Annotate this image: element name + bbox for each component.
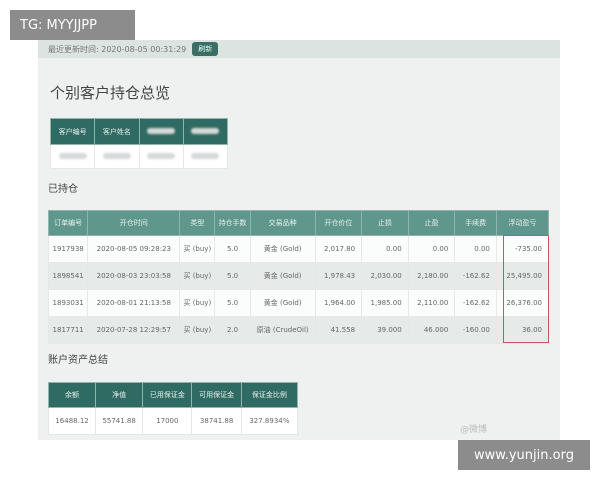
col-header: 余额 <box>47 382 97 408</box>
col-header: 客户姓名 <box>94 118 140 145</box>
table-cell: 2.0 <box>214 316 251 344</box>
col-header: 客户编号 <box>49 118 96 145</box>
col-header: 订单编号 <box>47 210 89 236</box>
table-cell: 买 (buy) <box>179 235 216 263</box>
table-cell: -735.00 <box>495 235 550 263</box>
blurred-cell <box>182 144 229 169</box>
col-header: 开仓时间 <box>87 210 181 236</box>
col-header: 类型 <box>179 210 216 236</box>
col-header: 已用保证金 <box>142 382 193 408</box>
col-header: 浮动盈亏 <box>495 210 550 236</box>
table-row[interactable]: 1898541 2020-08-03 23:03:58 买 (buy) 5.0 黄金 (… <box>47 262 550 290</box>
table-cell: 黄金 (Gold) <box>249 289 316 317</box>
table-cell: 1917938 <box>47 235 89 263</box>
table-cell: 2020-07-28 12:29:57 <box>87 316 181 344</box>
table-cell: 1898541 <box>47 262 89 290</box>
account-value: 38741.88 <box>191 407 242 435</box>
positions-table: 订单编号 开仓时间 类型 持仓手数 交易品种 开仓价位 止损 止盈 手续费 浮动盈亏 1917938… <box>47 210 550 344</box>
table-cell: 39.000 <box>361 316 409 344</box>
table-cell: 5.0 <box>214 262 251 290</box>
table-cell: 36.00 <box>495 316 550 344</box>
account-value: 16488.12 <box>47 407 97 435</box>
table-cell: -162.62 <box>454 289 497 317</box>
account-table: 余额 净值 已用保证金 可用保证金 保证金比例 16488.12 55741.88 1700… <box>47 382 299 435</box>
table-cell: 黄金 (Gold) <box>249 262 316 290</box>
table-row[interactable]: 1893031 2020-08-01 21:13:58 买 (buy) 5.0 黄金 (… <box>47 289 550 317</box>
col-header: 交易品种 <box>249 210 316 236</box>
table-cell: 买 (buy) <box>179 262 216 290</box>
table-cell: 1,978.43 <box>314 262 363 290</box>
table-cell: 2,180.00 <box>407 262 456 290</box>
page-title: 个别客户持仓总览 <box>50 84 171 102</box>
table-cell: 0.00 <box>454 235 497 263</box>
table-cell: 2020-08-01 21:13:58 <box>87 289 181 317</box>
header-row: 订单编号 开仓时间 类型 持仓手数 交易品种 开仓价位 止损 止盈 手续费 浮动盈亏 <box>47 210 550 236</box>
table-row[interactable]: 1917938 2020-08-05 09:28:23 买 (buy) 5.0 黄金 (… <box>47 235 550 263</box>
table-cell: 0.00 <box>407 235 456 263</box>
table-cell: 1,985.00 <box>361 289 409 317</box>
account-section-title: 账户资产总结 <box>48 355 108 366</box>
refresh-button[interactable]: 刷新 <box>192 42 219 56</box>
col-header: 保证金比例 <box>240 382 299 408</box>
weibo-watermark: @微博 <box>460 425 488 435</box>
col-header: 止盈 <box>407 210 456 236</box>
table-cell: 买 (buy) <box>179 289 216 317</box>
blurred-cell <box>138 144 184 169</box>
table-cell: -160.00 <box>454 316 497 344</box>
account-value: 55741.88 <box>95 407 144 435</box>
top-bar: 最近更新时间: 2020-08-05 00:31:29 刷新 <box>38 40 560 58</box>
table-cell: 1,964.00 <box>314 289 363 317</box>
table-cell: 41.558 <box>314 316 363 344</box>
col-header: 手续费 <box>454 210 497 236</box>
table-cell: 26,376.00 <box>495 289 550 317</box>
table-cell: 2020-08-03 23:03:58 <box>87 262 181 290</box>
col-header: 开仓价位 <box>314 210 363 236</box>
table-cell: 原油 (CrudeOil) <box>249 316 316 344</box>
blurred-cell <box>49 144 96 169</box>
account-value: 17000 <box>142 407 193 435</box>
table-cell: 买 (buy) <box>179 316 216 344</box>
col-header: 净值 <box>95 382 144 408</box>
table-row[interactable]: 1817711 2020-07-28 12:29:57 买 (buy) 2.0 原油 (… <box>47 316 550 344</box>
col-header: 可用保证金 <box>191 382 242 408</box>
customer-table: 客户编号 客户姓名 <box>49 118 229 169</box>
blurred-cell <box>94 144 140 169</box>
table-cell: 46.000 <box>407 316 456 344</box>
table-cell: 25,495.00 <box>495 262 550 290</box>
table-cell: 2,030.00 <box>361 262 409 290</box>
screenshot-panel: 最近更新时间: 2020-08-05 00:31:29 刷新 个别客户持仓总览 … <box>38 40 560 440</box>
account-value: 327.8934% <box>240 407 299 435</box>
positions-section-title: 已持仓 <box>48 184 78 195</box>
highlight-box <box>503 235 549 343</box>
site-watermark: www.yunjin.org <box>458 440 590 470</box>
table-cell: 1817711 <box>47 316 89 344</box>
col-header: 持仓手数 <box>214 210 251 236</box>
table-cell: 0.00 <box>361 235 409 263</box>
col-header: 止损 <box>361 210 409 236</box>
table-cell: 2,110.00 <box>407 289 456 317</box>
col-header-blurred <box>182 118 229 145</box>
tg-label: TG: MYYJJPP <box>10 10 135 40</box>
table-cell: 2020-08-05 09:28:23 <box>87 235 181 263</box>
update-time: 最近更新时间: 2020-08-05 00:31:29 <box>48 44 187 54</box>
table-cell: -162.62 <box>454 262 497 290</box>
table-cell: 2,017.80 <box>314 235 363 263</box>
table-cell: 黄金 (Gold) <box>249 235 316 263</box>
table-cell: 5.0 <box>214 235 251 263</box>
col-header-blurred <box>138 118 184 145</box>
table-cell: 5.0 <box>214 289 251 317</box>
table-cell: 1893031 <box>47 289 89 317</box>
